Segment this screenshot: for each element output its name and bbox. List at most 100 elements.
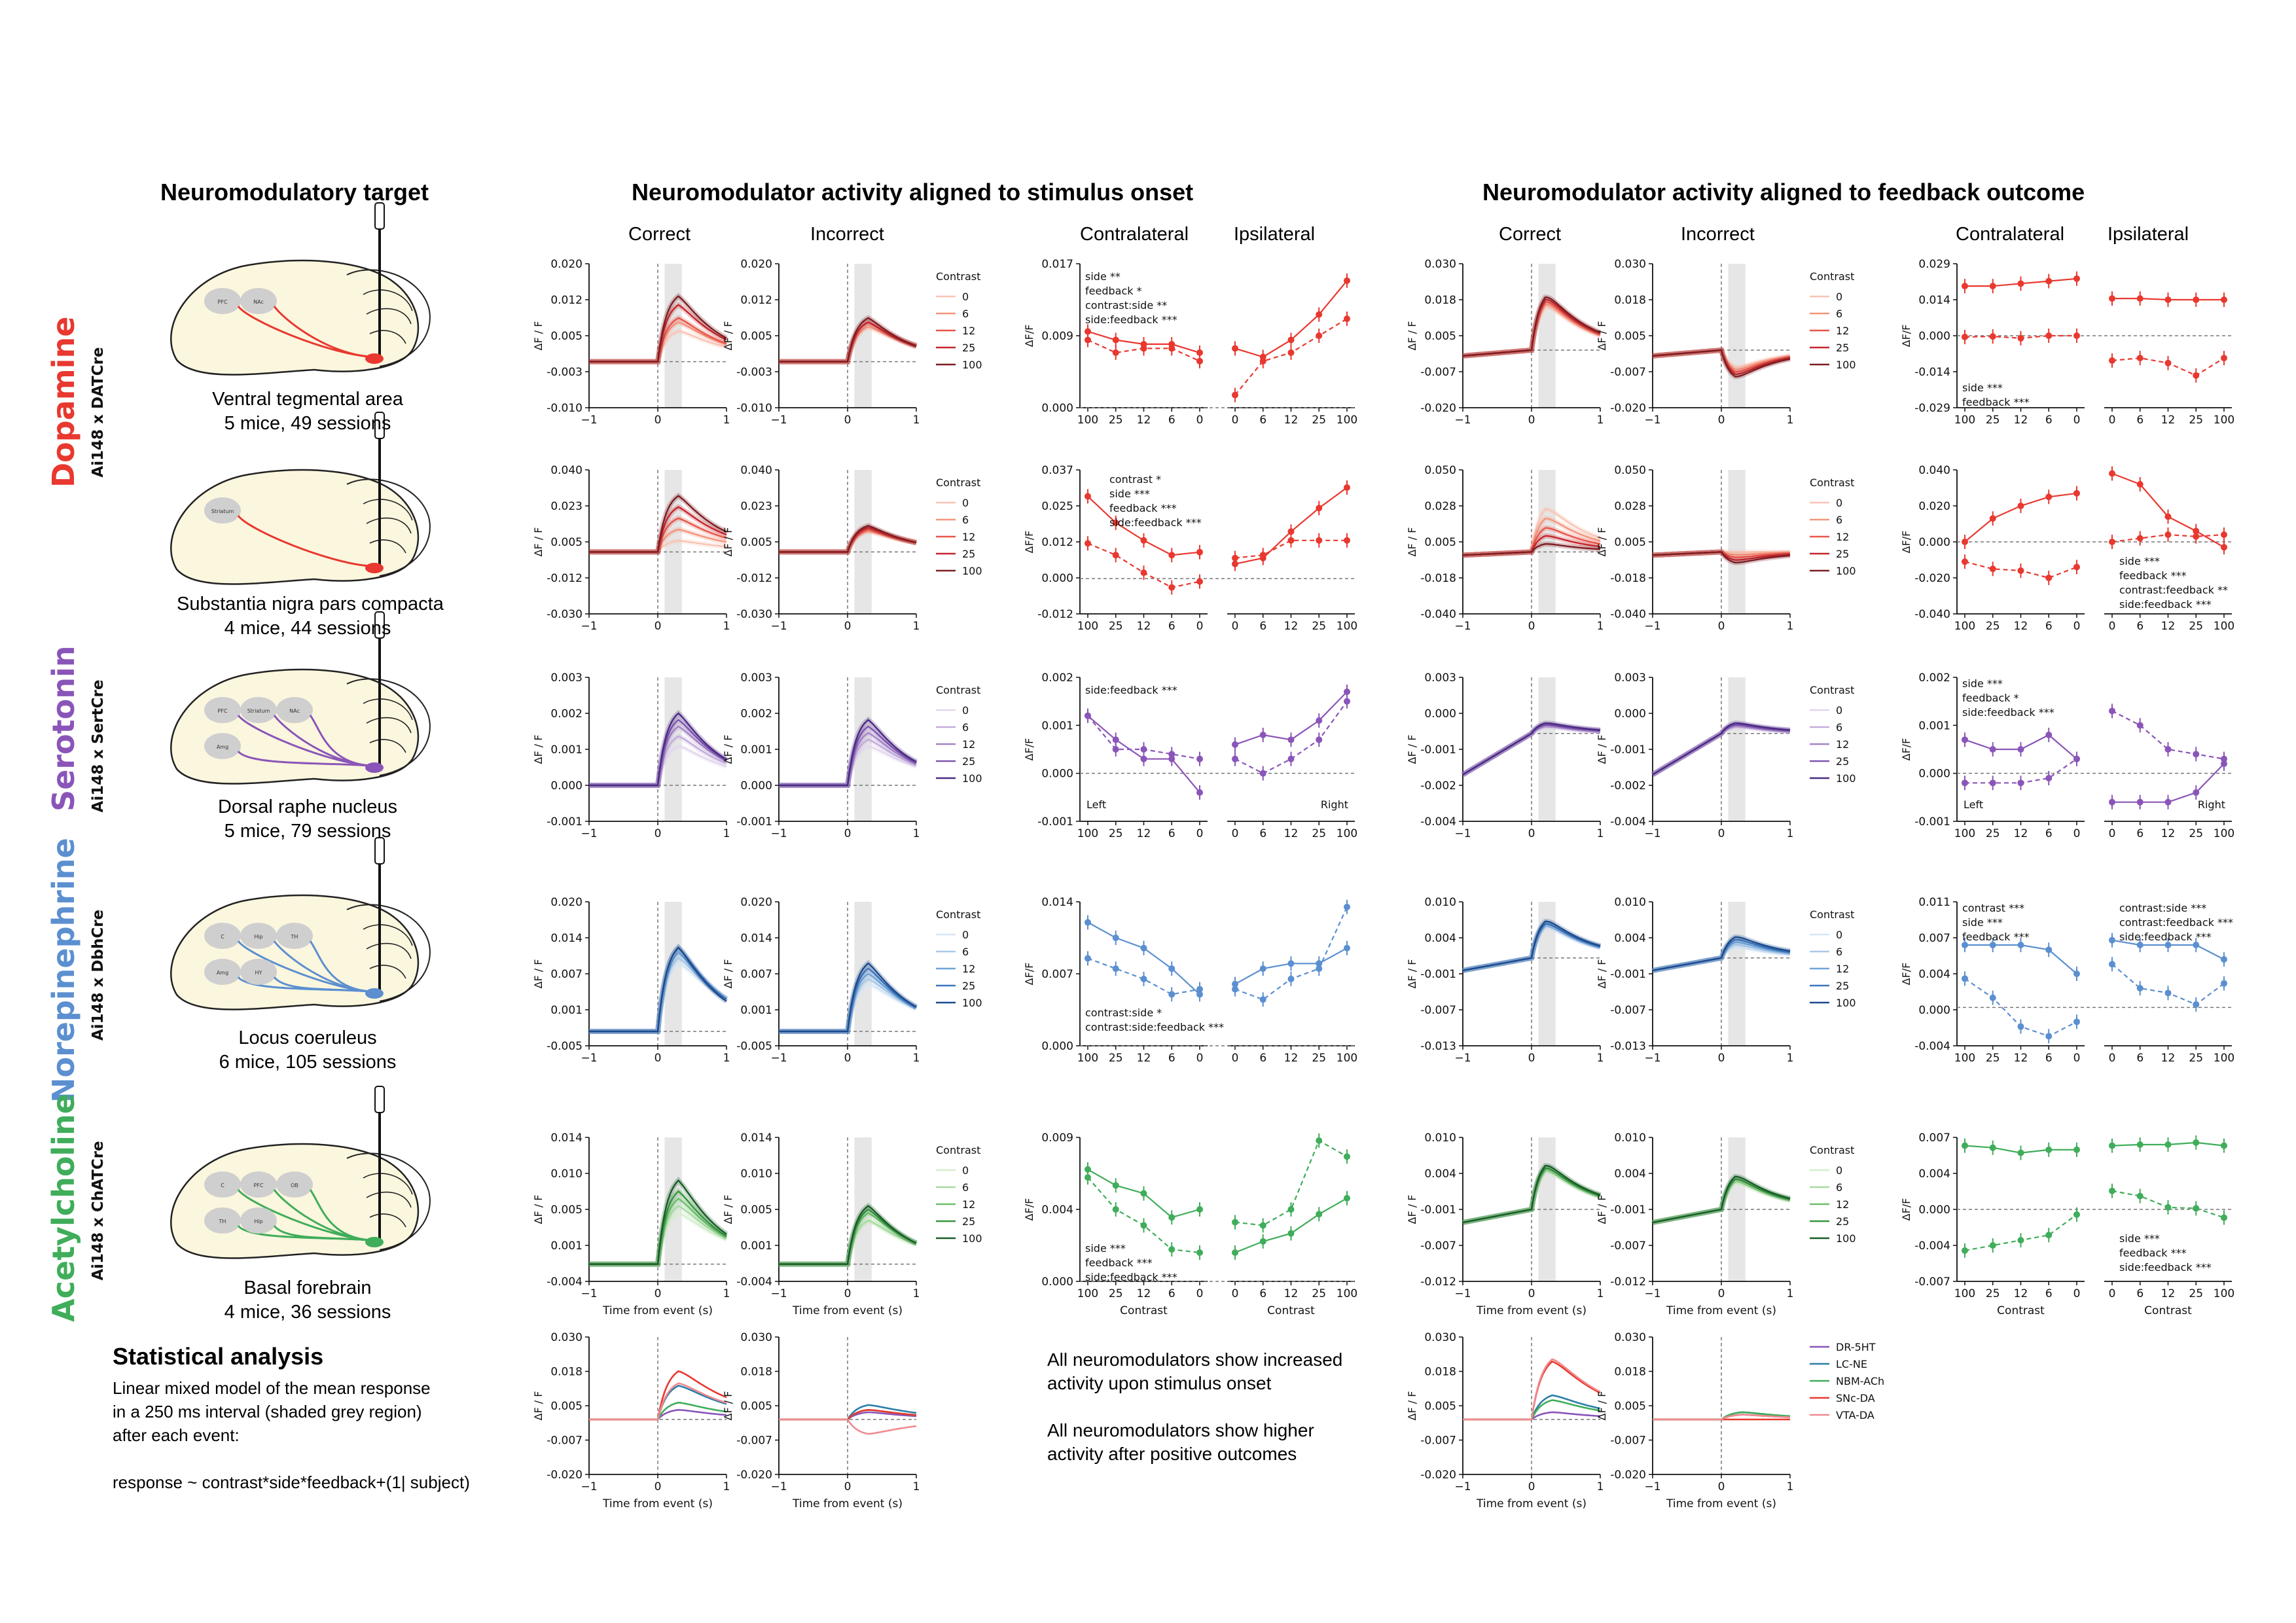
x-tick-label: 0 <box>1718 414 1725 427</box>
ipsi-incorrect-point <box>1259 552 1266 559</box>
label-line-sertcre: Ai148 x SertCre <box>90 679 107 813</box>
x-tick-label: −1 <box>770 1287 787 1300</box>
y-axis-label: ΔF/F <box>1900 325 1912 348</box>
x-tick-label: 0 <box>1718 620 1725 633</box>
legend-label: 12 <box>1836 963 1849 975</box>
y-axis-label: ΔF/F <box>1023 531 1035 554</box>
x-tick-label: 6 <box>2136 1287 2144 1300</box>
x-tick-label: 6 <box>1168 827 1175 840</box>
x-tick-label: 100 <box>1077 620 1098 633</box>
x-tick-label: 25 <box>1312 827 1326 840</box>
ipsi-correct-point <box>2193 942 2200 948</box>
x-axis-label: Time from event (s) <box>1476 1497 1587 1510</box>
x-tick-label: 0 <box>1528 827 1535 840</box>
x-tick-label: 1 <box>723 414 730 427</box>
stat-annotation: contrast:feedback *** <box>2119 916 2233 929</box>
response-window <box>854 470 872 614</box>
legend-title: Contrast <box>1810 476 1854 489</box>
y-tick-label: -0.012 <box>1037 608 1073 621</box>
x-tick-label: 12 <box>1284 1052 1299 1065</box>
series-line <box>779 719 917 787</box>
label-dopamine: Dopamine <box>46 316 81 488</box>
series-line <box>779 1205 917 1265</box>
ipsi-correct-point <box>2164 798 2172 806</box>
y-tick-label: 0.018 <box>1614 294 1646 307</box>
y-tick-label: 0.014 <box>550 1132 583 1145</box>
contra-correct-point <box>2017 503 2024 509</box>
ipsi-correct-point <box>2136 942 2144 948</box>
y-tick-label: 0.018 <box>550 1366 583 1379</box>
y-tick-label: -0.007 <box>1914 1275 1950 1289</box>
x-tick-label: 25 <box>1986 414 2000 427</box>
projection-arrow <box>309 1189 370 1241</box>
x-tick-label: 0 <box>844 1287 852 1300</box>
ipsi-correct-point <box>2221 296 2227 303</box>
x-tick-label: 25 <box>1986 1287 2000 1300</box>
y-tick-label: 0.023 <box>740 500 772 513</box>
legend-label: 0 <box>1836 497 1842 509</box>
y-tick-label: 0.000 <box>1614 707 1646 721</box>
x-tick-label: 12 <box>1137 620 1151 633</box>
ipsi-correct-point <box>2109 798 2115 806</box>
y-tick-label: 0.030 <box>550 1331 583 1344</box>
y-tick-label: 0.000 <box>550 779 583 793</box>
summary-fb-incorrect: 0.030 0.018 0.005 -0.007 -0.020−1 0 1 ΔF / F Tim… <box>1596 1331 1884 1510</box>
y-tick-label: 0.020 <box>740 896 772 909</box>
x-tick-label: −1 <box>1644 414 1660 427</box>
target-nucleus <box>365 563 384 573</box>
label-norepinephrine: Norepinephrine <box>46 838 81 1103</box>
y-axis-label: ΔF / F <box>1406 735 1418 764</box>
y-tick-label: 0.050 <box>1424 464 1456 477</box>
x-tick-label: 0 <box>655 414 662 427</box>
legend-label: 25 <box>1836 548 1849 560</box>
stat-annotation: side:feedback *** <box>1962 706 2054 719</box>
ipsi-correct-point <box>2136 481 2144 488</box>
response-window <box>1728 902 1746 1046</box>
contra-incorrect-point <box>1989 1242 1996 1249</box>
region-label: C <box>221 1183 224 1188</box>
y-tick-label: 0.005 <box>740 330 772 343</box>
y-tick-label: 0.001 <box>1918 719 1950 732</box>
region-label: Hip <box>254 1219 262 1224</box>
ipsi-incorrect-point <box>2193 1205 2200 1212</box>
y-tick-label: -0.020 <box>736 1469 772 1482</box>
x-tick-label: 6 <box>1259 620 1266 633</box>
ipsi-incorrect-point <box>1316 537 1323 544</box>
x-tick-label: 0 <box>1196 827 1204 840</box>
fb-contrast-SNc-DA: 0.040 0.020 0.000 -0.020 -0.040 100 25 12 6 0 0 6 12… <box>1900 464 2234 633</box>
series-line <box>589 1179 727 1265</box>
x-tick-label: 0 <box>844 1052 852 1065</box>
legend-title: Contrast <box>936 1144 980 1156</box>
cerebellum-folds <box>363 1173 413 1228</box>
x-tick-label: 100 <box>2214 827 2234 840</box>
x-tick-label: 25 <box>2189 414 2203 427</box>
y-tick-label: -0.001 <box>1610 1204 1646 1217</box>
brain-snc: Striatum <box>170 412 431 585</box>
ipsi-incorrect-point <box>2136 1192 2144 1200</box>
contra-correct-point <box>1112 336 1119 344</box>
ipsi-incorrect-line <box>1234 539 1347 559</box>
region-label: TH <box>291 934 298 940</box>
x-tick-label: 25 <box>1986 827 2000 840</box>
contra-incorrect-line <box>1087 957 1200 995</box>
x-tick-label: 0 <box>1196 414 1204 427</box>
ipsi-incorrect-point <box>1344 315 1350 323</box>
ipsi-correct-point <box>2164 296 2172 303</box>
x-tick-label: 100 <box>2214 620 2234 633</box>
y-tick-label: -0.004 <box>1420 815 1456 829</box>
ipsi-incorrect-point <box>2221 755 2227 762</box>
y-tick-label: 0.007 <box>550 968 583 981</box>
y-tick-label: -0.002 <box>1420 779 1456 793</box>
x-tick-label: 1 <box>1597 1052 1604 1065</box>
stat-annotation: contrast:side * <box>1085 1007 1162 1019</box>
y-axis-label: ΔF / F <box>1406 959 1418 989</box>
x-tick-label: 100 <box>1954 827 1975 840</box>
x-tick-label: 1 <box>1787 414 1794 427</box>
y-tick-label: 0.000 <box>740 779 772 793</box>
fb-incorrect-LC-NE: 0.010 0.004 -0.001 -0.007 -0.013−1 0 1 ΔF / F Co… <box>1596 896 1856 1065</box>
y-tick-label: 0.020 <box>550 896 583 909</box>
y-tick-label: 0.010 <box>1424 1132 1456 1145</box>
y-tick-label: 0.009 <box>1041 330 1073 343</box>
ipsi-correct-point <box>2164 1141 2172 1148</box>
ipsi-incorrect-point <box>2136 985 2144 991</box>
